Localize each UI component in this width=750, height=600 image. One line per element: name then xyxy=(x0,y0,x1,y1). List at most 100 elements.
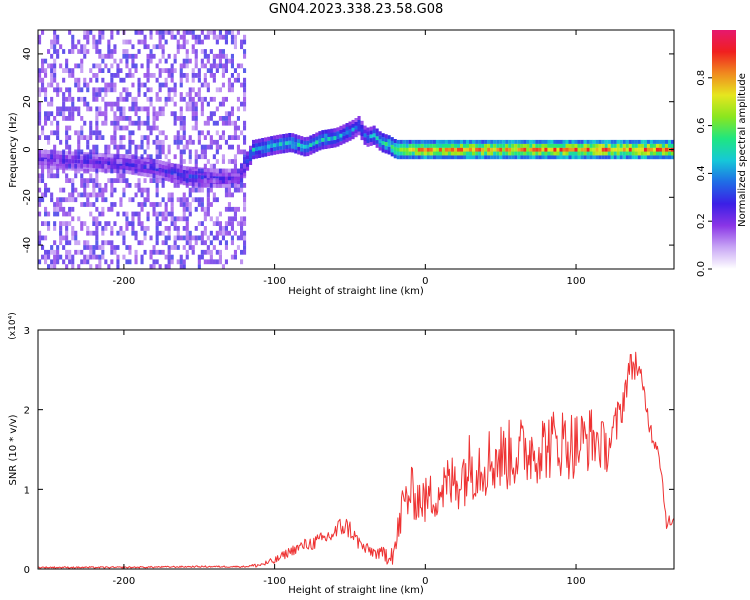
heatmap-noise-cell xyxy=(203,259,207,265)
heatmap-cell xyxy=(185,170,189,175)
heatmap-noise-cell xyxy=(41,58,45,64)
heatmap-noise-cell xyxy=(243,34,247,40)
heatmap-noise-cell xyxy=(65,226,69,231)
heatmap-noise-cell xyxy=(164,39,168,45)
heatmap-noise-cell xyxy=(41,82,45,88)
heatmap-cell xyxy=(655,155,659,160)
heatmap-noise-cell xyxy=(200,49,204,54)
heatmap-cell xyxy=(261,145,265,150)
heatmap-noise-cell xyxy=(125,211,129,217)
heatmap-noise-cell xyxy=(62,235,66,241)
heatmap-cell xyxy=(460,143,464,148)
heatmap-cell xyxy=(484,155,488,160)
heatmap-cell xyxy=(454,139,458,144)
heatmap-noise-cell xyxy=(209,63,213,69)
heatmap-noise-cell xyxy=(53,221,57,226)
heatmap-noise-cell xyxy=(182,192,186,198)
heatmap-noise-cell xyxy=(71,96,75,102)
heatmap-noise-cell xyxy=(68,197,72,203)
heatmap-noise-cell xyxy=(71,111,75,117)
heatmap-cell xyxy=(333,139,337,144)
heatmap-noise-cell xyxy=(215,230,219,236)
heatmap-noise-cell xyxy=(243,106,247,112)
heatmap-noise-cell xyxy=(110,192,114,198)
heatmap-noise-cell xyxy=(209,116,213,121)
heatmap-noise-cell xyxy=(83,202,87,207)
heatmap-noise-cell xyxy=(89,135,93,140)
heatmap-cell xyxy=(342,132,346,137)
heatmap-cell xyxy=(405,147,409,152)
heatmap-cell xyxy=(378,131,382,136)
heatmap-noise-cell xyxy=(131,230,135,236)
heatmap-noise-cell xyxy=(95,226,99,231)
heatmap-noise-cell xyxy=(83,159,87,164)
heatmap-noise-cell xyxy=(182,130,186,136)
heatmap-noise-cell xyxy=(155,216,159,222)
heatmap-noise-cell xyxy=(116,73,120,78)
heatmap-noise-cell xyxy=(134,249,138,255)
heatmap-cell xyxy=(414,155,418,160)
heatmap-cell xyxy=(423,143,427,148)
heatmap-noise-cell xyxy=(173,58,177,64)
heatmap-noise-cell xyxy=(107,264,111,269)
heatmap-cell xyxy=(622,155,626,160)
heatmap-cell xyxy=(270,151,274,156)
heatmap-cell xyxy=(541,147,545,152)
heatmap-cell xyxy=(490,147,494,152)
heatmap-noise-cell xyxy=(243,163,247,169)
heatmap-noise-cell xyxy=(182,159,186,164)
heatmap-noise-cell xyxy=(77,96,81,102)
heatmap-noise-cell xyxy=(233,159,237,164)
heatmap-noise-cell xyxy=(236,73,240,78)
heatmap-noise-cell xyxy=(98,63,102,69)
heatmap-noise-cell xyxy=(221,53,225,59)
heatmap-noise-cell xyxy=(56,197,60,203)
heatmap-noise-cell xyxy=(110,249,114,255)
heatmap-cell xyxy=(393,150,397,155)
heatmap-cell xyxy=(330,132,334,137)
heatmap-noise-cell xyxy=(59,226,63,231)
heatmap-cell xyxy=(625,143,629,148)
heatmap-noise-cell xyxy=(104,163,108,169)
heatmap-noise-cell xyxy=(143,202,147,207)
heatmap-cell xyxy=(324,129,328,134)
heatmap-noise-cell xyxy=(218,34,222,40)
heatmap-noise-cell xyxy=(53,149,57,155)
heatmap-noise-cell xyxy=(212,58,216,64)
heatmap-cell xyxy=(300,147,304,152)
heatmap-cell xyxy=(366,142,370,147)
heatmap-noise-cell xyxy=(203,53,207,59)
heatmap-noise-cell xyxy=(143,92,147,97)
heatmap-noise-cell xyxy=(38,178,42,183)
heatmap-noise-cell xyxy=(119,230,123,236)
heatmap-noise-cell xyxy=(185,73,189,78)
heatmap-noise-cell xyxy=(197,73,201,78)
heatmap-cell xyxy=(580,155,584,160)
heatmap-noise-cell xyxy=(146,58,150,64)
heatmap-noise-cell xyxy=(59,206,63,212)
heatmap-noise-cell xyxy=(110,139,114,145)
heatmap-noise-cell xyxy=(125,149,129,155)
heatmap-cell xyxy=(665,139,669,144)
heatmap-cell xyxy=(83,152,87,157)
heatmap-cell xyxy=(502,147,506,152)
heatmap-noise-cell xyxy=(215,39,219,45)
heatmap-cell xyxy=(586,143,590,148)
heatmap-noise-cell xyxy=(158,111,162,117)
heatmap-noise-cell xyxy=(215,235,219,241)
heatmap-noise-cell xyxy=(41,221,45,226)
heatmap-noise-cell xyxy=(119,125,123,131)
heatmap-noise-cell xyxy=(119,135,123,140)
heatmap-cell xyxy=(447,151,451,156)
heatmap-cell xyxy=(330,128,334,133)
heatmap-cell xyxy=(233,183,237,188)
heatmap-noise-cell xyxy=(176,39,180,45)
heatmap-noise-cell xyxy=(41,125,45,131)
heatmap-noise-cell xyxy=(128,92,132,97)
heatmap-noise-cell xyxy=(74,197,78,203)
heatmap-noise-cell xyxy=(122,178,126,183)
heatmap-noise-cell xyxy=(215,149,219,155)
heatmap-cell xyxy=(56,150,60,155)
heatmap-cell xyxy=(131,163,135,168)
heatmap-cell xyxy=(538,147,542,152)
